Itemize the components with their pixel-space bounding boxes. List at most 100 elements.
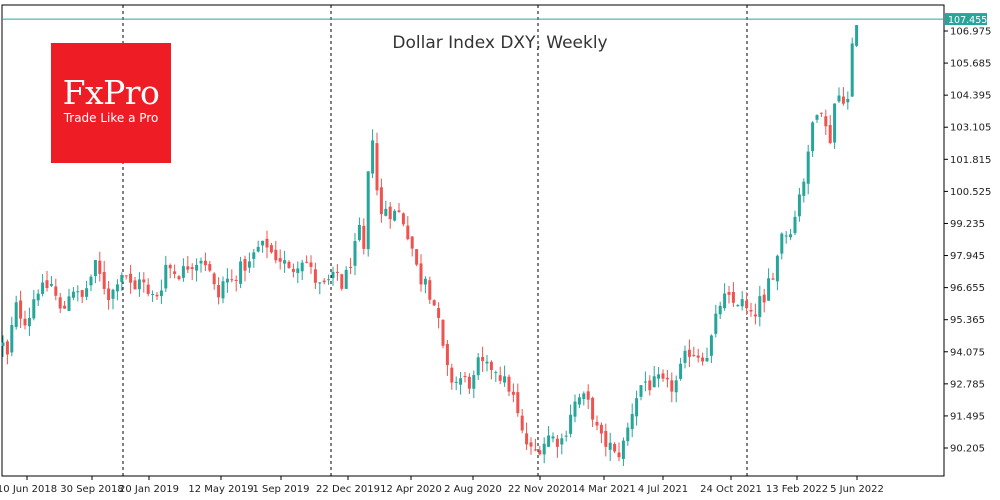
candle-body: [445, 343, 449, 366]
candle-body: [415, 249, 419, 265]
y-tick-label: 100.525: [950, 187, 991, 198]
candle-body: [701, 357, 705, 362]
y-tick-label: 94.075: [950, 347, 985, 358]
candle-body: [247, 261, 251, 268]
candle-body: [164, 264, 168, 289]
y-tick-label: 101.815: [950, 155, 991, 166]
current-price-tag: [945, 13, 987, 26]
x-tick-label: 1 Sep 2019: [252, 484, 309, 495]
candle-body: [516, 392, 520, 414]
candle-body: [168, 264, 172, 269]
candle-body: [784, 235, 788, 237]
candle-body: [45, 280, 49, 288]
candle-body: [423, 278, 427, 285]
candle-body: [208, 264, 212, 271]
candle-body: [802, 181, 806, 196]
candle-body: [806, 151, 810, 184]
candle-body: [846, 98, 850, 103]
candle-body: [705, 358, 709, 362]
candle-body: [256, 246, 260, 252]
logo-name: FxPro: [62, 73, 160, 112]
candle-body: [749, 309, 753, 312]
y-tick-label: 95.365: [950, 315, 985, 326]
y-tick-label: 91.495: [950, 411, 985, 422]
candle-body: [401, 213, 405, 225]
candle-body: [357, 224, 361, 241]
candle-body: [551, 436, 555, 439]
candle-body: [54, 286, 58, 296]
y-tick-label: 106.975: [950, 27, 991, 38]
candle-body: [520, 415, 524, 431]
candle-body: [555, 438, 559, 447]
candle-body: [740, 299, 744, 307]
candle-body: [819, 112, 823, 114]
candle-body: [379, 187, 383, 215]
candle-body: [239, 261, 243, 284]
fxpro-logo: FxPro Trade Like a Pro: [51, 43, 171, 163]
candle-body: [753, 314, 757, 317]
candle-body: [261, 240, 265, 246]
candle-body: [485, 361, 489, 364]
candle-body: [98, 260, 102, 274]
candle-body: [547, 435, 551, 447]
candle-body: [419, 263, 423, 285]
candle-body: [793, 216, 797, 234]
candle-body: [463, 375, 467, 378]
candle-body: [586, 391, 590, 400]
candle-body: [692, 355, 696, 357]
candle-body: [41, 282, 45, 294]
candle-body: [679, 363, 683, 379]
candle-body: [696, 355, 700, 358]
candle-body: [670, 380, 674, 392]
candle-body: [67, 296, 71, 311]
candle-body: [643, 381, 647, 383]
candle-body: [111, 289, 115, 299]
candle-body: [758, 296, 762, 317]
candle-body: [595, 421, 599, 426]
candle-body: [177, 276, 181, 280]
candle-body: [142, 279, 146, 283]
candle-body: [489, 361, 493, 370]
candle-body: [507, 376, 511, 392]
x-tick-label: 20 Jan 2019: [119, 484, 179, 495]
candle-body: [560, 438, 564, 445]
candle-body: [797, 194, 801, 217]
candle-body: [23, 318, 27, 326]
candle-body: [841, 96, 845, 104]
y-tick-label: 96.655: [950, 283, 985, 294]
candle-body: [613, 444, 617, 452]
candle-body: [225, 278, 229, 283]
y-tick-label: 105.685: [950, 59, 991, 70]
x-tick-label: 13 Feb 2022: [766, 484, 828, 495]
x-tick-label: 12 May 2019: [188, 484, 253, 495]
candle-body: [269, 245, 273, 253]
x-tick-label: 24 Oct 2021: [700, 484, 762, 495]
candle-body: [459, 378, 463, 385]
candle-body: [159, 290, 163, 297]
candle-body: [511, 391, 515, 395]
candle-body: [542, 443, 546, 455]
candle-body: [736, 305, 740, 307]
candle-body: [657, 374, 661, 379]
candle-body: [300, 262, 304, 272]
candle-body: [89, 276, 93, 286]
candle-body: [252, 252, 256, 259]
y-tick-label: 97.945: [950, 251, 985, 262]
candle-body: [102, 272, 106, 289]
candle-body: [349, 266, 353, 268]
candle-body: [80, 290, 84, 297]
candle-body: [10, 325, 14, 353]
candle-body: [630, 413, 634, 430]
candle-body: [731, 291, 735, 303]
candle-body: [432, 300, 436, 306]
candle-body: [291, 268, 295, 272]
candle-body: [5, 341, 9, 355]
candle-body: [582, 393, 586, 400]
candle-body: [146, 284, 150, 294]
candle-body: [375, 143, 379, 191]
candle-body: [745, 300, 749, 309]
candle-body: [155, 294, 159, 297]
candle-body: [151, 294, 155, 296]
candle-body: [335, 271, 339, 273]
candle-body: [243, 259, 247, 271]
